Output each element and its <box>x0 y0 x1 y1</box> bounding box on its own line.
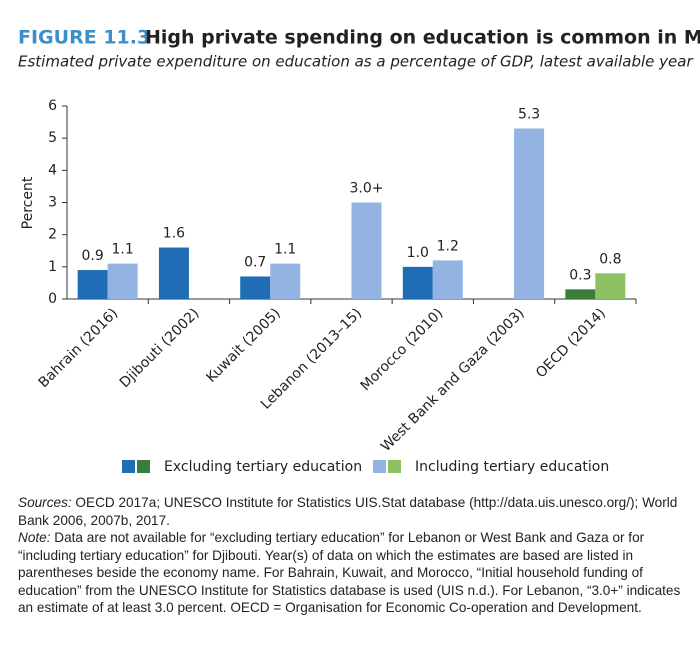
value-label: 0.8 <box>599 251 621 267</box>
y-tick-label: 0 <box>48 291 57 307</box>
y-tick-label: 1 <box>48 259 57 275</box>
sources: Sources: OECD 2017a; UNESCO Institute fo… <box>18 494 682 529</box>
bar <box>240 276 271 299</box>
value-label: 3.0+ <box>350 181 384 197</box>
y-tick-label: 4 <box>48 162 57 178</box>
bar <box>595 273 626 299</box>
legend-label: Excluding tertiary education <box>164 459 362 475</box>
legend-swatch <box>373 460 386 473</box>
note-text: Data are not available for “excluding te… <box>18 530 681 615</box>
x-tick-label: Djibouti (2002) <box>117 305 203 391</box>
legend-swatch <box>388 460 401 473</box>
value-label: 0.7 <box>244 254 266 270</box>
y-tick-label: 5 <box>48 130 57 146</box>
bar <box>432 260 463 299</box>
note: Note: Data are not available for “exclud… <box>18 529 682 617</box>
value-label: 1.1 <box>112 242 134 258</box>
bar <box>107 263 138 299</box>
chart-title: High private spending on education is co… <box>145 27 700 49</box>
x-tick-label: OECD (2014) <box>533 305 609 381</box>
x-tick-label: West Bank and Gaza (2003) <box>378 305 528 455</box>
figure-label: FIGURE 11.3 <box>18 27 150 49</box>
bar <box>351 202 382 299</box>
value-label: 1.2 <box>437 238 459 254</box>
y-tick-label: 6 <box>48 98 57 114</box>
value-label: 1.0 <box>407 245 429 261</box>
y-tick-label: 3 <box>48 195 57 211</box>
y-axis-label: Percent <box>20 176 36 229</box>
sources-text: OECD 2017a; UNESCO Institute for Statist… <box>18 495 678 528</box>
bar <box>565 289 596 299</box>
x-tick-label: Morocco (2010) <box>358 305 447 394</box>
x-tick-label: Kuwait (2005) <box>203 305 283 385</box>
bar <box>402 266 433 299</box>
y-tick-label: 2 <box>48 227 57 243</box>
chart-subtitle: Estimated private expenditure on educati… <box>18 53 693 71</box>
legend-swatch <box>122 460 135 473</box>
legend-label: Including tertiary education <box>415 459 609 475</box>
value-label: 5.3 <box>518 107 540 123</box>
legend-swatch <box>137 460 150 473</box>
chart: FIGURE 11.3 High private spending on edu… <box>18 27 700 476</box>
bar <box>270 263 301 299</box>
bar <box>158 247 189 299</box>
bar <box>514 128 545 299</box>
note-label: Note: <box>18 530 51 545</box>
sources-label: Sources: <box>18 495 72 510</box>
notes: Sources: OECD 2017a; UNESCO Institute fo… <box>18 494 682 617</box>
value-label: 0.9 <box>82 248 104 264</box>
value-label: 0.3 <box>569 267 591 283</box>
x-tick-label: Bahrain (2016) <box>36 305 122 391</box>
value-label: 1.6 <box>163 226 185 242</box>
bar <box>77 270 108 299</box>
value-label: 1.1 <box>274 242 296 258</box>
